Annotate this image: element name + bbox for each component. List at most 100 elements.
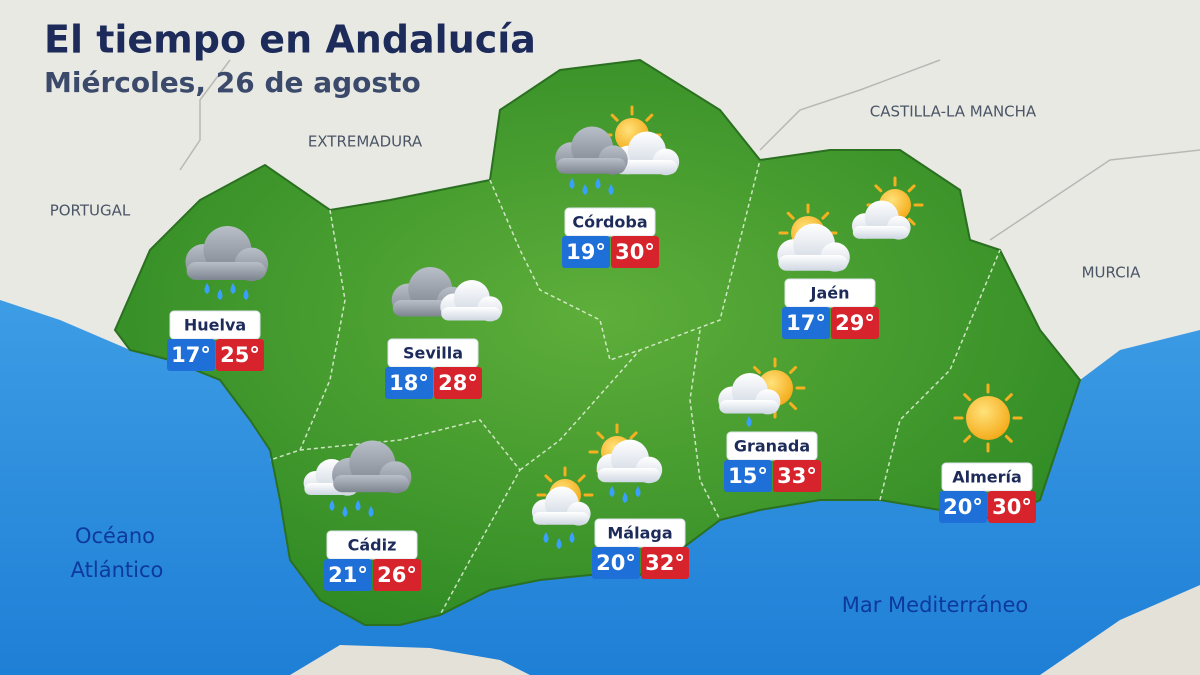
cloud: [555, 126, 628, 175]
max-temp: 25°: [220, 343, 260, 367]
rain-drop: [622, 492, 628, 503]
city: Granada 15° 33°: [718, 357, 821, 492]
max-temp: 28°: [438, 371, 478, 395]
rain-drop: [569, 532, 575, 543]
africa: [290, 645, 530, 675]
city-name-box: [784, 278, 876, 308]
rain-drop: [595, 178, 601, 189]
min-box: [167, 339, 215, 371]
sun-ray: [821, 211, 830, 220]
rain-drop: [230, 283, 236, 294]
city: Almería 20° 30°: [939, 383, 1036, 523]
cloud-part: [532, 512, 589, 525]
sun-ray: [786, 211, 795, 220]
region-label: PORTUGAL: [50, 202, 131, 220]
city: Cádiz 21° 26°: [303, 440, 421, 591]
sun-ray: [907, 184, 916, 193]
city-name: Huelva: [184, 316, 246, 335]
rain-drop: [243, 289, 249, 300]
city-name-box: [941, 462, 1033, 492]
cloud-part: [186, 262, 266, 280]
min-temp: 19°: [566, 240, 606, 264]
max-box: [611, 236, 659, 268]
sea-label: Atlántico: [71, 558, 164, 582]
min-box: [592, 547, 640, 579]
cloud: [531, 486, 591, 526]
city: Sevilla 18° 28°: [385, 267, 503, 399]
title: El tiempo en Andalucía: [44, 18, 536, 62]
sun: [966, 396, 1010, 440]
max-temp: 29°: [835, 311, 875, 335]
sun-ray: [610, 113, 619, 122]
border: [759, 59, 941, 151]
sea-label: Mar Mediterráneo: [842, 593, 1029, 617]
cloud: [613, 131, 680, 176]
min-temp: 17°: [786, 311, 826, 335]
city-name: Sevilla: [403, 344, 463, 363]
rain-drop: [556, 538, 562, 549]
rain-drop: [635, 486, 641, 497]
min-box: [724, 460, 772, 492]
city-name-box: [169, 310, 261, 340]
city-name-box: [326, 530, 418, 560]
max-box: [373, 559, 421, 591]
region-label: EXTREMADURA: [308, 133, 423, 151]
city-name-box: [726, 431, 818, 461]
rain-drop: [368, 506, 374, 517]
border: [989, 149, 1200, 241]
min-temp: 18°: [389, 371, 429, 395]
cloud: [596, 439, 663, 484]
city-name: Cádiz: [348, 536, 397, 555]
city: Jaén 17° 29°: [777, 176, 924, 339]
rain-drop: [355, 500, 361, 511]
min-box: [562, 236, 610, 268]
rain-drop: [204, 283, 210, 294]
sun-ray: [907, 217, 916, 226]
max-box: [434, 367, 482, 399]
cloud-part: [852, 226, 909, 239]
sun-ray: [789, 365, 798, 374]
cloud: [851, 200, 911, 240]
province-borders: [269, 159, 1001, 616]
cloud-part: [597, 468, 661, 483]
max-box: [831, 307, 879, 339]
cloud-part: [778, 255, 848, 271]
city-name: Almería: [952, 468, 1022, 487]
min-temp: 20°: [596, 551, 636, 575]
cloud-part: [333, 475, 410, 493]
city: Huelva 17° 25°: [167, 226, 269, 371]
sun-ray: [963, 434, 972, 443]
cloud-part: [441, 307, 501, 321]
max-temp: 32°: [645, 551, 685, 575]
city-name-box: [564, 207, 656, 237]
city-name: Jaén: [810, 284, 850, 303]
cloud: [777, 223, 850, 272]
city: Córdoba 19° 30°: [555, 105, 680, 268]
rain-drop: [543, 532, 549, 543]
sun-ray: [1004, 434, 1013, 443]
max-box: [773, 460, 821, 492]
sea-label: Océano: [75, 524, 155, 548]
min-temp: 17°: [171, 343, 211, 367]
cloud-part: [556, 158, 626, 174]
city-name: Granada: [734, 437, 810, 456]
sun-ray: [645, 113, 654, 122]
rain-drop: [582, 184, 588, 195]
city-name: Málaga: [607, 524, 672, 543]
cloud-part: [719, 400, 779, 414]
cloud: [440, 280, 503, 322]
cloud: [718, 373, 781, 415]
min-box: [939, 491, 987, 523]
border: [179, 59, 231, 171]
min-temp: 20°: [943, 495, 983, 519]
rain-drop: [329, 500, 335, 511]
city-name-box: [387, 338, 479, 368]
region-label: CASTILLA-LA MANCHA: [870, 103, 1037, 121]
rain-drop: [609, 486, 615, 497]
max-box: [988, 491, 1036, 523]
min-temp: 21°: [328, 563, 368, 587]
cloud: [185, 226, 269, 282]
city: Málaga 20° 32°: [531, 423, 689, 579]
sun-ray: [629, 431, 638, 440]
